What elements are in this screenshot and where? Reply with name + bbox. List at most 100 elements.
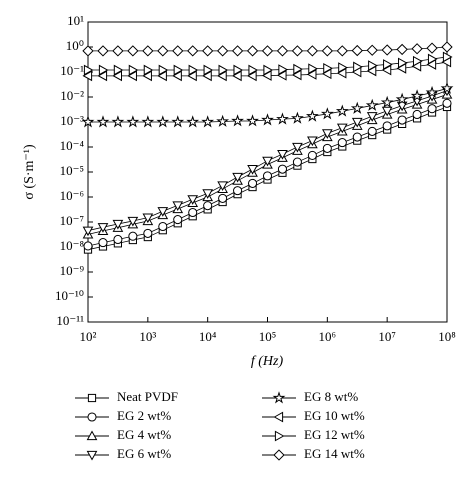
data-point [218, 193, 228, 203]
data-point [398, 57, 408, 69]
x-tick-label: 10³ [139, 329, 156, 344]
data-point [335, 104, 349, 117]
data-point [202, 45, 214, 57]
data-point [203, 201, 213, 211]
data-point [442, 98, 452, 108]
data-point [262, 156, 273, 167]
data-point [380, 95, 394, 109]
data-point [395, 92, 409, 105]
legend-label: EG 12 wt% [304, 427, 365, 442]
data-point [323, 62, 333, 74]
data-point [82, 226, 94, 237]
data-point [172, 45, 184, 57]
data-point [278, 64, 288, 75]
y-tick-label: 10⁻³ [60, 113, 84, 128]
legend-marker [87, 393, 97, 403]
data-point [158, 64, 169, 76]
data-point [320, 107, 334, 120]
data-point [187, 70, 197, 82]
data-point [216, 114, 230, 127]
data-point [246, 45, 259, 57]
data-point [218, 64, 229, 76]
data-point [412, 55, 423, 67]
data-point [173, 64, 184, 76]
legend-marker [273, 411, 284, 423]
data-point [81, 115, 95, 128]
x-tick-label: 10⁵ [259, 329, 277, 344]
y-tick-label: 10⁰ [66, 38, 84, 53]
data-point [157, 45, 169, 57]
data-point [172, 70, 182, 82]
data-point [113, 234, 123, 245]
data-point [83, 241, 93, 251]
data-point [126, 115, 140, 128]
data-point [97, 45, 109, 57]
x-tick-label: 10⁶ [319, 329, 337, 344]
data-point [336, 123, 348, 134]
legend-marker [273, 449, 285, 461]
data-point [396, 43, 408, 56]
data-point [307, 136, 318, 147]
data-point [112, 45, 124, 57]
data-point [96, 115, 110, 128]
y-tick-label: 10⁻⁵ [60, 163, 84, 178]
data-point [276, 45, 289, 57]
data-point [262, 171, 273, 181]
legend-label: EG 2 wt% [117, 408, 171, 423]
data-point [173, 215, 183, 225]
data-point [142, 45, 154, 57]
data-point [322, 143, 332, 153]
data-point [321, 129, 333, 139]
data-point [365, 98, 379, 111]
data-point [247, 70, 257, 82]
y-tick-label: 10⁻¹ [60, 63, 84, 78]
data-point [307, 150, 317, 160]
data-point [141, 115, 155, 128]
legend-label: EG 4 wt% [117, 427, 171, 442]
data-point [396, 101, 408, 112]
y-axis-label: σ (S·m⁻¹) [22, 144, 37, 200]
y-tick-label: 10⁻⁸ [60, 238, 85, 253]
legend-label: EG 6 wt% [117, 446, 171, 461]
data-point [427, 104, 437, 114]
y-tick-label: 10⁻⁷ [60, 213, 84, 228]
data-point [188, 207, 198, 218]
data-point [248, 64, 259, 76]
data-point [410, 89, 424, 102]
data-point [305, 109, 319, 122]
data-point [350, 101, 364, 114]
data-point [308, 63, 318, 75]
data-point [291, 69, 302, 81]
data-point [202, 70, 212, 82]
y-tick-label: 10⁻⁹ [60, 263, 85, 278]
data-point [381, 44, 393, 56]
legend-marker [86, 430, 98, 441]
data-point [366, 112, 378, 122]
data-point [143, 64, 154, 76]
data-point [427, 53, 438, 65]
data-point [292, 157, 302, 167]
data-point [186, 115, 200, 128]
data-point [156, 115, 170, 128]
data-point [337, 138, 347, 148]
data-point [98, 64, 109, 76]
data-point [157, 70, 167, 82]
data-point [291, 111, 304, 124]
x-axis-label: f (Hz) [251, 354, 284, 369]
data-point [217, 70, 227, 82]
data-point [351, 44, 363, 57]
data-point [367, 126, 377, 136]
data-point [97, 70, 108, 82]
data-point [112, 70, 122, 82]
legend-marker [87, 412, 97, 422]
legend-label: EG 8 wt% [304, 389, 358, 404]
data-point [292, 142, 303, 153]
data-point [113, 64, 124, 76]
data-point [128, 64, 139, 76]
data-point [127, 45, 139, 57]
data-point [263, 64, 274, 76]
data-point [231, 114, 244, 127]
data-point [158, 221, 168, 232]
y-tick-label: 10⁻⁴ [60, 138, 85, 153]
